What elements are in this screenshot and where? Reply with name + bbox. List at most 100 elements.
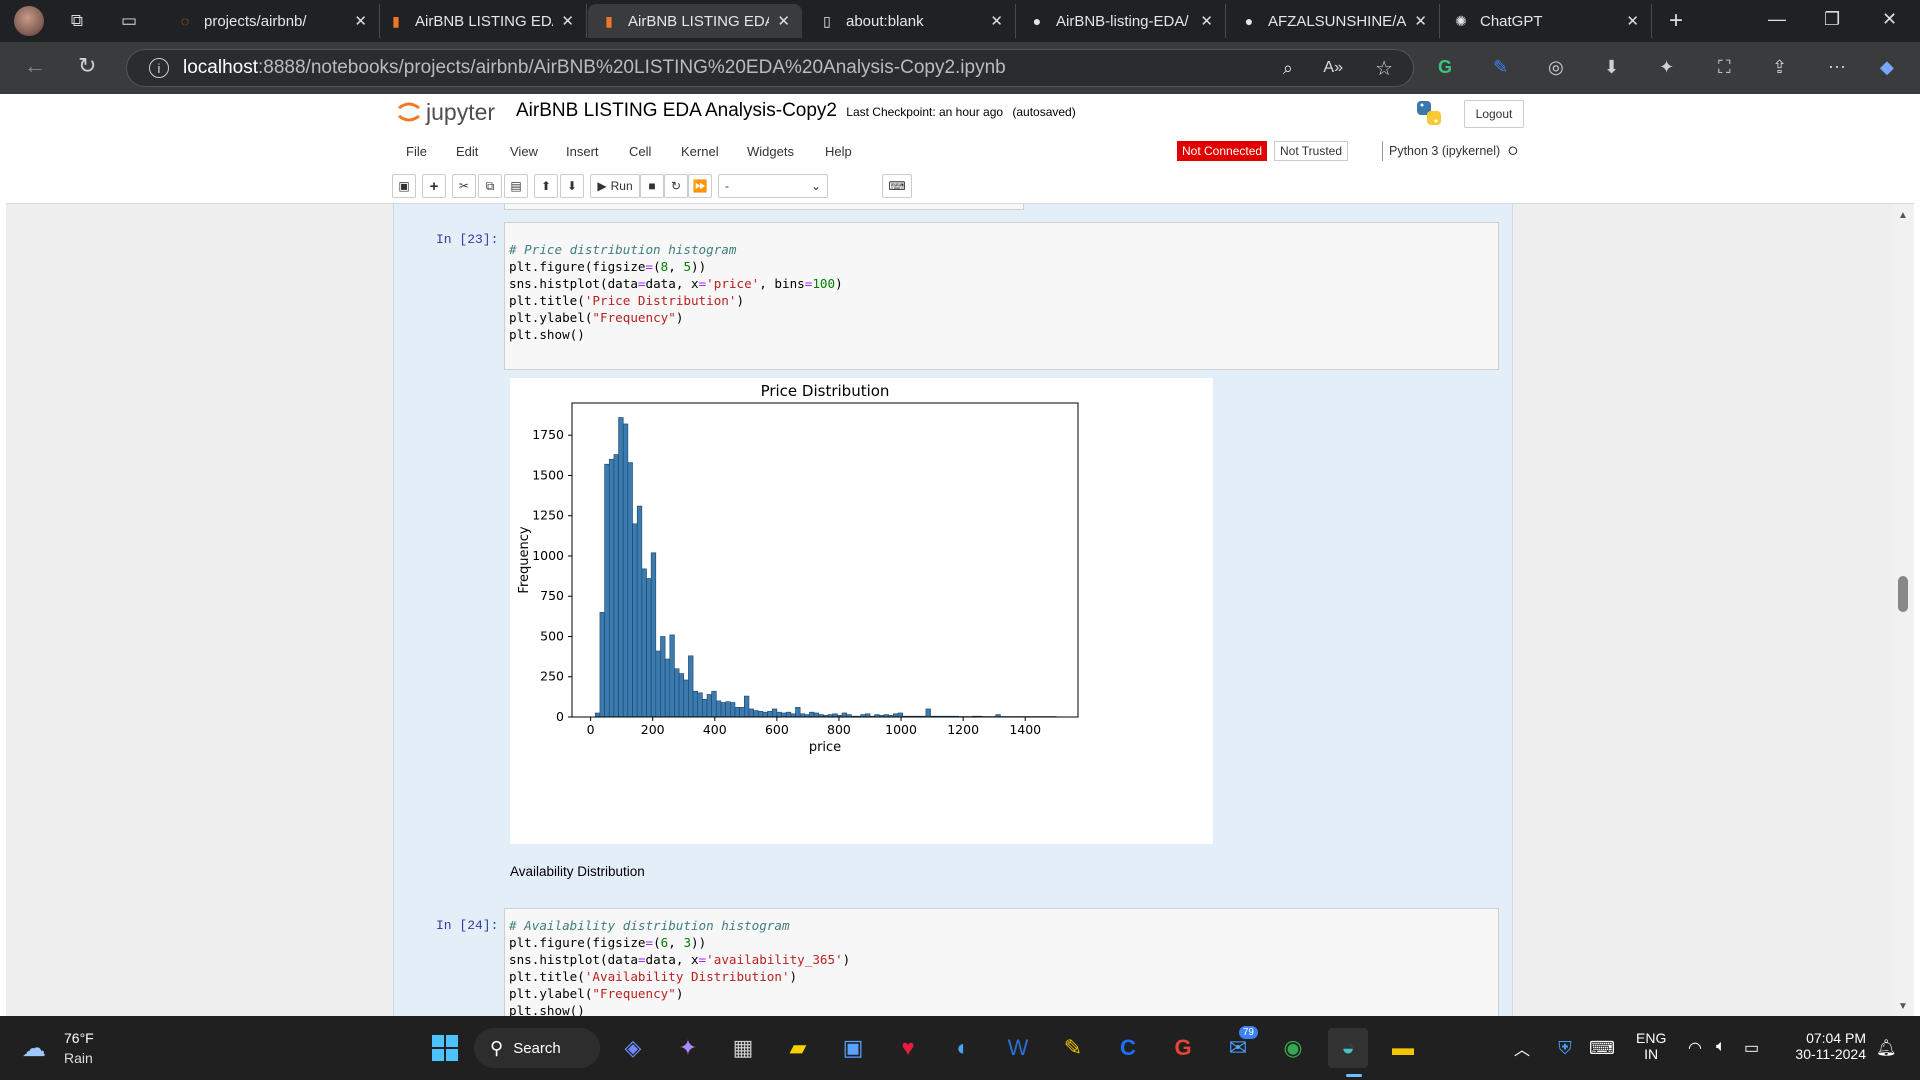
new-tab-icon[interactable]: + (1668, 7, 1683, 34)
download-icon[interactable]: ⬇ (1604, 57, 1620, 77)
menu-kernel[interactable]: Kernel (681, 144, 719, 159)
move-up-button[interactable]: ⬆ (534, 174, 558, 198)
more-menu-icon[interactable]: ⋯ (1828, 57, 1846, 77)
pen-extension-icon[interactable]: ✎ (1493, 57, 1509, 77)
workspaces-icon[interactable]: ⧉ (70, 11, 84, 30)
browser-tab[interactable]: ✺ ChatGPT ✕ (1440, 4, 1652, 38)
tray-expand-icon[interactable]: ︿ (1513, 1042, 1530, 1059)
restore-icon[interactable]: ❐ (1824, 9, 1841, 29)
python-idle-icon[interactable]: ✎ (1063, 1035, 1083, 1060)
close-tab-icon[interactable]: ✕ (1626, 13, 1639, 30)
browser-tab[interactable]: ● AirBNB-listing-EDA/ ✕ (1016, 4, 1226, 38)
edge-dev-icon[interactable]: ◐ (956, 1035, 970, 1060)
health-app-icon[interactable]: ♥ (901, 1035, 915, 1060)
close-tab-icon[interactable]: ✕ (1414, 13, 1427, 30)
copilot-taskbar-icon[interactable]: ◈ (624, 1035, 642, 1060)
clock[interactable]: 07:04 PM 30-11-2024 (1782, 1030, 1866, 1062)
menu-widgets[interactable]: Widgets (747, 144, 794, 159)
close-tab-icon[interactable]: ✕ (990, 13, 1003, 30)
c-app-icon[interactable]: C (1120, 1035, 1136, 1060)
weather-cloud-icon[interactable]: ☁ (22, 1035, 46, 1062)
zoom-icon[interactable]: ⌕ (1282, 57, 1293, 78)
tab-actions-icon[interactable]: ▭ (120, 11, 138, 30)
menu-view[interactable]: View (510, 144, 538, 159)
chrome-icon[interactable]: ◉ (1283, 1035, 1303, 1060)
browser-tab[interactable]: ▮ AirBNB LISTING EDA ✕ (375, 4, 587, 38)
taskbar-search[interactable]: ⚲ Search (474, 1028, 600, 1068)
refresh-icon[interactable]: ↻ (78, 53, 97, 78)
page-scrollbar[interactable]: ▲ ▼ (1892, 204, 1914, 1016)
run-label: Run (610, 179, 633, 193)
plus-icon: + (429, 177, 439, 195)
favorite-star-icon[interactable]: ☆ (1375, 57, 1393, 80)
volume-icon[interactable]: 🔈︎ (1716, 1038, 1726, 1055)
browser-tab[interactable]: ▯ about:blank ✕ (806, 4, 1016, 38)
run-button[interactable]: ▶ Run (590, 174, 640, 198)
back-icon[interactable]: ← (24, 53, 46, 78)
interrupt-button[interactable]: ■ (640, 174, 664, 198)
word-icon[interactable]: W (1007, 1035, 1029, 1060)
notebook-title[interactable]: AirBNB LISTING EDA Analysis-Copy2 (516, 100, 837, 121)
not-trusted-badge[interactable]: Not Trusted (1274, 141, 1349, 161)
code-cell-24[interactable]: # Availability distribution histogram pl… (504, 908, 1499, 1016)
close-tab-icon[interactable]: ✕ (777, 13, 790, 30)
battery-icon[interactable]: ▭ (1744, 1040, 1760, 1057)
share-icon[interactable]: ⇪ (1772, 57, 1788, 77)
screenshot-icon[interactable]: ⛶ (1718, 57, 1731, 77)
copilot-icon[interactable]: ◆ (1880, 57, 1894, 77)
scrollbar-thumb[interactable] (1898, 576, 1908, 612)
url-input[interactable]: i localhost:8888/notebooks/projects/airb… (126, 49, 1414, 87)
start-button[interactable] (425, 1028, 465, 1068)
move-down-button[interactable]: ⬇ (560, 174, 584, 198)
save-button[interactable]: ▣ (392, 174, 416, 198)
menu-file[interactable]: File (406, 144, 427, 159)
read-aloud-icon[interactable]: A» (1323, 59, 1343, 76)
not-connected-badge[interactable]: Not Connected (1177, 141, 1268, 161)
command-palette-button[interactable]: ⌨ (882, 174, 912, 198)
google-icon[interactable]: G (1174, 1035, 1192, 1060)
extensions-puzzle-icon[interactable]: ✦ (1659, 57, 1675, 77)
mail-icon[interactable]: ✉ 79 (1218, 1026, 1258, 1068)
paste-button[interactable]: ▤ (504, 174, 528, 198)
site-info-icon[interactable]: i (149, 58, 169, 78)
close-tab-icon[interactable]: ✕ (354, 13, 367, 30)
menu-cell[interactable]: Cell (629, 144, 652, 159)
browser-tab[interactable]: ● AFZALSUNSHINE/A ✕ (1228, 4, 1440, 38)
profile-avatar[interactable] (14, 6, 44, 36)
ai-sparkle-icon[interactable]: ✦ (678, 1035, 698, 1060)
browser-tab[interactable]: ▮ AirBNB LISTING EDA ✕ (588, 4, 802, 38)
logout-button[interactable]: Logout (1464, 100, 1524, 128)
menu-help[interactable]: Help (825, 144, 852, 159)
jupyter-logo-text: jupyter (426, 98, 496, 125)
defender-icon[interactable]: ⛨ (1558, 1037, 1572, 1058)
copy-button[interactable]: ⧉ (478, 174, 502, 198)
code-cell-23[interactable]: # Price distribution histogram plt.figur… (504, 222, 1499, 370)
extension-circle-icon[interactable]: ◎ (1548, 57, 1564, 77)
close-tab-icon[interactable]: ✕ (561, 13, 574, 30)
scroll-up-icon[interactable]: ▲ (1898, 210, 1908, 221)
jupyter-logo[interactable]: jupyter (396, 98, 495, 126)
restart-run-all-button[interactable]: ⏩ (688, 174, 712, 198)
weather-temp[interactable]: 76°F (64, 1030, 94, 1046)
restart-button[interactable]: ↻ (664, 174, 688, 198)
cell-type-select[interactable]: - ⌄ (718, 174, 828, 198)
language-indicator[interactable]: ENG IN (1636, 1030, 1666, 1062)
browser-tab[interactable]: ◌ projects/airbnb/ ✕ (164, 4, 380, 38)
menu-edit[interactable]: Edit (456, 144, 479, 159)
file-explorer-icon[interactable]: ▬ (1392, 1035, 1414, 1060)
close-tab-icon[interactable]: ✕ (1200, 13, 1213, 30)
wifi-icon[interactable]: ◠ (1688, 1040, 1702, 1057)
notification-bell-icon[interactable]: 🔔︎ (1876, 1040, 1897, 1057)
calculator-icon[interactable]: ▦ (732, 1035, 754, 1060)
store-icon[interactable]: ▣ (842, 1035, 864, 1060)
scroll-down-icon[interactable]: ▼ (1898, 1001, 1908, 1012)
sticky-notes-icon[interactable]: ▰ (789, 1035, 807, 1060)
close-window-icon[interactable]: ✕ (1882, 9, 1898, 29)
cut-button[interactable]: ✂ (452, 174, 476, 198)
grammarly-icon[interactable]: G (1438, 57, 1453, 77)
menu-insert[interactable]: Insert (566, 144, 599, 159)
insert-cell-button[interactable]: + (422, 174, 446, 198)
edge-icon[interactable]: ◒ (1328, 1028, 1368, 1068)
keyboard-tray-icon[interactable]: ⌨ (1589, 1037, 1615, 1058)
minimize-icon[interactable]: — (1768, 9, 1786, 29)
